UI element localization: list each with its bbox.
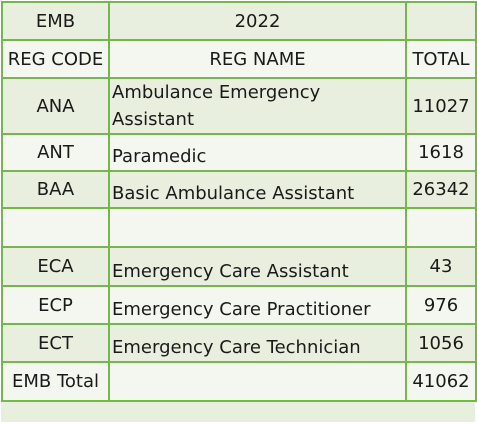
total-cell[interactable]: 26342 — [405, 170, 477, 209]
table-row: ECP Emergency Care Practitioner 976 — [1, 285, 477, 325]
reg-code-cell[interactable]: BAA — [1, 170, 110, 209]
reg-name-cell[interactable]: Ambulance Emergency Assistant — [108, 77, 407, 135]
reg-name-cell[interactable]: Basic Ambulance Assistant — [108, 170, 407, 209]
column-header-total[interactable]: TOTAL — [405, 39, 477, 79]
table-row: ANA Ambulance Emergency Assistant 11027 — [1, 77, 477, 135]
reg-code-cell[interactable]: ANA — [1, 77, 110, 135]
column-header-name[interactable]: REG NAME — [108, 39, 407, 79]
total-cell[interactable]: 1056 — [405, 323, 477, 363]
group-label-cell[interactable]: EMB — [1, 1, 110, 41]
table-row: ECT Emergency Care Technician 1056 — [1, 323, 477, 363]
reg-code-cell[interactable]: ECT — [1, 323, 110, 363]
total-cell[interactable]: 1618 — [405, 133, 477, 172]
table-row: BAA Basic Ambulance Assistant 26342 — [1, 170, 477, 209]
year-cell[interactable]: 2022 — [108, 1, 407, 41]
table-row: ANT Paramedic 1618 — [1, 133, 477, 172]
reg-name-cell[interactable] — [108, 207, 407, 248]
column-header-code[interactable]: REG CODE — [1, 39, 110, 79]
total-cell[interactable] — [405, 207, 477, 248]
total-cell[interactable]: 11027 — [405, 77, 477, 135]
reg-code-cell[interactable]: ECP — [1, 285, 110, 325]
header-row-year: EMB 2022 — [1, 1, 477, 41]
table-row-empty — [1, 207, 477, 248]
header-row-columns: REG CODE REG NAME TOTAL — [1, 39, 477, 79]
reg-name-cell[interactable]: Emergency Care Assistant — [108, 246, 407, 287]
total-cell[interactable]: 43 — [405, 246, 477, 287]
reg-code-cell[interactable]: ANT — [1, 133, 110, 172]
reg-name-cell[interactable]: Paramedic — [108, 133, 407, 172]
registration-table: EMB 2022 REG CODE REG NAME TOTAL ANA Amb… — [1, 1, 477, 402]
footer-row-total: EMB Total 41062 — [1, 361, 477, 402]
reg-name-cell[interactable]: Emergency Care Technician — [108, 323, 407, 363]
reg-code-cell[interactable] — [1, 207, 110, 248]
footer-name-cell[interactable] — [108, 361, 407, 402]
table-row: ECA Emergency Care Assistant 43 — [1, 246, 477, 287]
total-cell[interactable]: 976 — [405, 285, 477, 325]
year-right-cell[interactable] — [405, 1, 477, 41]
footer-label-cell[interactable]: EMB Total — [1, 361, 110, 402]
grand-total-cell[interactable]: 41062 — [405, 361, 477, 402]
reg-name-cell[interactable]: Emergency Care Practitioner — [108, 285, 407, 325]
reg-code-cell[interactable]: ECA — [1, 246, 110, 287]
